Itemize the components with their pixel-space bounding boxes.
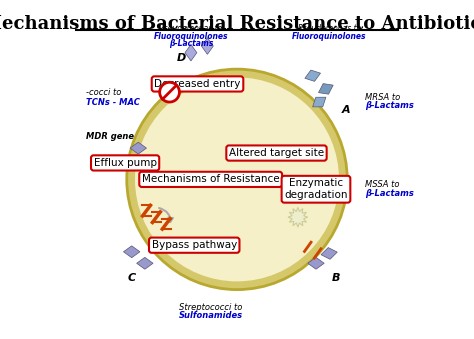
Text: C: C: [128, 273, 136, 283]
Text: Efflux pump: Efflux pump: [94, 158, 156, 168]
Text: Streptococci to: Streptococci to: [179, 302, 242, 312]
Polygon shape: [130, 142, 146, 154]
Text: Mechanisms of Resistance: Mechanisms of Resistance: [142, 174, 280, 184]
Text: Sulfonamides: Sulfonamides: [179, 312, 243, 320]
Text: -cocci to: -cocci to: [86, 88, 121, 97]
Ellipse shape: [127, 69, 347, 290]
Polygon shape: [313, 97, 326, 107]
Text: Pseudomonas to: Pseudomonas to: [298, 24, 361, 33]
Polygon shape: [305, 70, 320, 81]
Text: A: A: [341, 105, 350, 115]
Text: MRSA to: MRSA to: [365, 93, 401, 102]
Text: Pseudomonas to: Pseudomonas to: [159, 24, 223, 33]
Polygon shape: [288, 207, 308, 227]
Polygon shape: [201, 38, 213, 54]
Text: TCNs - MAC: TCNs - MAC: [86, 98, 139, 106]
Text: B: B: [331, 273, 340, 283]
Polygon shape: [137, 257, 153, 269]
Text: MDR gene: MDR gene: [86, 132, 134, 141]
Polygon shape: [185, 44, 197, 61]
Circle shape: [160, 82, 180, 102]
Text: Fluoroquinolones: Fluoroquinolones: [292, 32, 366, 41]
Polygon shape: [123, 159, 140, 171]
Text: D: D: [176, 53, 186, 63]
Text: Mechanisms of Bacterial Resistance to Antibiotics: Mechanisms of Bacterial Resistance to An…: [0, 15, 474, 33]
Ellipse shape: [135, 77, 339, 281]
Text: Bypass pathway: Bypass pathway: [152, 240, 237, 250]
FancyArrowPatch shape: [159, 208, 173, 222]
Text: MSSA to: MSSA to: [365, 180, 400, 189]
Polygon shape: [308, 257, 324, 269]
Text: Decreased entry: Decreased entry: [155, 79, 241, 89]
Polygon shape: [123, 246, 140, 258]
Polygon shape: [321, 247, 337, 259]
Text: β-Lactams: β-Lactams: [169, 39, 213, 48]
Text: β-Lactams: β-Lactams: [365, 101, 414, 110]
Text: Altered target site: Altered target site: [229, 148, 324, 158]
Polygon shape: [319, 84, 333, 94]
Text: β-Lactams: β-Lactams: [365, 189, 414, 198]
Text: Enzymatic
degradation: Enzymatic degradation: [284, 178, 348, 200]
Text: Fluoroquinolones: Fluoroquinolones: [154, 32, 228, 41]
